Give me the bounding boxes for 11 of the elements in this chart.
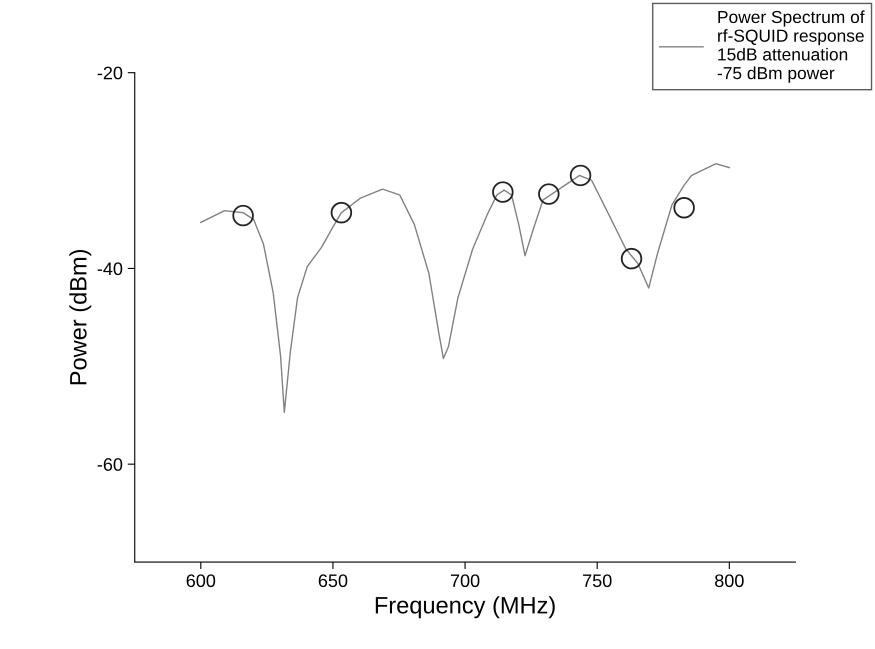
y-tick-label: -20 [98, 66, 122, 80]
x-tick-label: 800 [715, 574, 744, 588]
y-tick-label: -60 [98, 458, 122, 471]
x-tick-label: 600 [186, 574, 216, 588]
x-axis-title: Frequency (MHz) [376, 596, 555, 618]
y-tick-label: -40 [98, 262, 122, 276]
legend-label: Power Spectrum of rf-SQUID response 15dB attenuation -75 dBm power [718, 10, 865, 83]
x-tick-label: 650 [318, 574, 348, 588]
y-axis-title: Power (dBm) [69, 250, 92, 384]
x-tick-label: 750 [583, 574, 612, 588]
x-tick-label: 700 [450, 574, 480, 588]
